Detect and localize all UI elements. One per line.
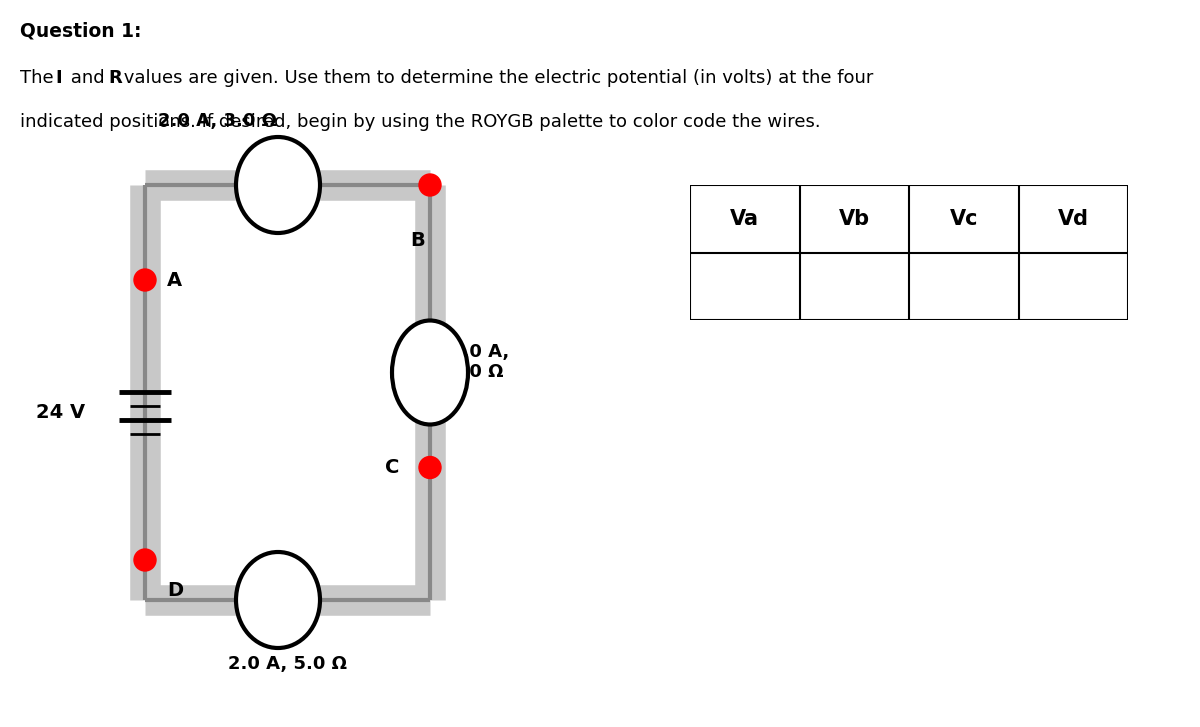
Ellipse shape bbox=[392, 321, 468, 425]
Text: Vd: Vd bbox=[1057, 209, 1088, 229]
Text: Vb: Vb bbox=[839, 209, 870, 229]
Text: 2.0 A,
4.0 Ω: 2.0 A, 4.0 Ω bbox=[450, 342, 509, 381]
Circle shape bbox=[419, 174, 442, 196]
Circle shape bbox=[134, 549, 156, 571]
Text: C: C bbox=[385, 458, 400, 477]
Text: The: The bbox=[20, 69, 60, 87]
Text: A: A bbox=[167, 270, 182, 289]
Text: 24 V: 24 V bbox=[36, 403, 85, 422]
Text: R: R bbox=[109, 69, 122, 87]
Text: 2.0 A, 5.0 Ω: 2.0 A, 5.0 Ω bbox=[228, 655, 348, 673]
Text: B: B bbox=[410, 230, 425, 249]
Text: indicated positions. If desired, begin by using the ROYGB palette to color code : indicated positions. If desired, begin b… bbox=[20, 113, 821, 131]
Text: I: I bbox=[55, 69, 62, 87]
Circle shape bbox=[419, 457, 442, 478]
Text: 2.0 A, 3.0 Ω: 2.0 A, 3.0 Ω bbox=[158, 112, 277, 130]
Text: and: and bbox=[65, 69, 110, 87]
Text: values are given. Use them to determine the electric potential (in volts) at the: values are given. Use them to determine … bbox=[118, 69, 874, 87]
Ellipse shape bbox=[236, 552, 320, 648]
Circle shape bbox=[134, 269, 156, 291]
Text: Va: Va bbox=[731, 209, 760, 229]
Text: D: D bbox=[167, 580, 184, 600]
Text: Vc: Vc bbox=[949, 209, 978, 229]
Text: Question 1:: Question 1: bbox=[20, 22, 142, 41]
Ellipse shape bbox=[236, 137, 320, 233]
